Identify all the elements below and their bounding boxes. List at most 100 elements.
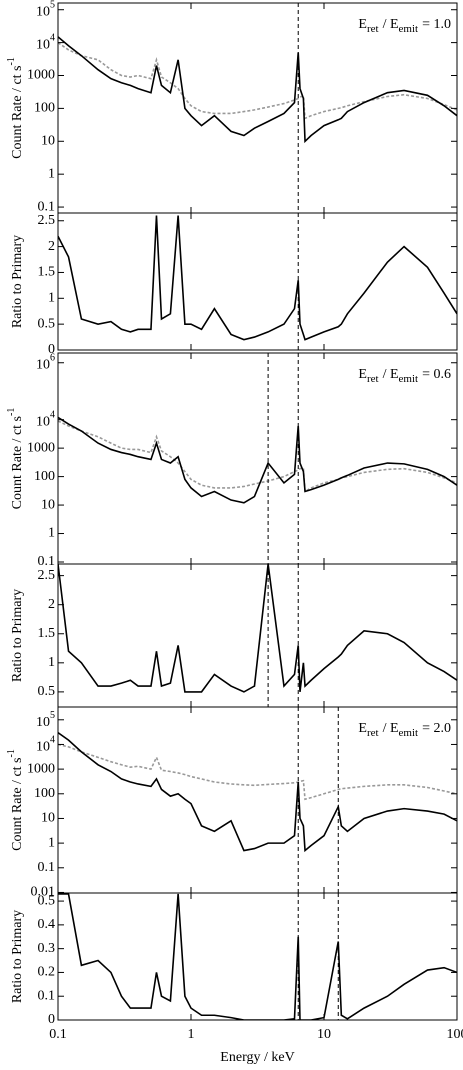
y-tick-label: 105 <box>36 0 55 20</box>
annotation-text: = 2.0 <box>422 721 451 736</box>
y-tick-label: 0.5 <box>38 684 56 699</box>
y-tick-label: 104 <box>36 33 55 53</box>
plot-frame <box>57 892 458 1021</box>
y-tick-label: 1 <box>48 291 55 306</box>
y-tick-label: 1000 <box>27 68 55 83</box>
annotation-text: = 0.6 <box>422 367 451 382</box>
panel <box>58 36 457 144</box>
label-text: Ratio to Primary <box>10 235 25 328</box>
panel <box>58 564 457 693</box>
tick-base: 10 <box>36 715 50 730</box>
tick-base: 10 <box>36 358 50 373</box>
y-tick-label: 0 <box>48 342 55 357</box>
y-tick-label: 0.3 <box>38 941 56 956</box>
annotation-text: / E <box>383 721 399 736</box>
series-line <box>58 732 457 853</box>
y-tick-label: 10 <box>41 497 55 512</box>
y-axis-label: Ratio to Primary <box>10 589 25 682</box>
x-tick-label: 100 <box>447 1027 463 1042</box>
y-tick-label: 10 <box>41 133 55 148</box>
y-tick-label: 2 <box>48 597 55 612</box>
y-tick-label: 2.5 <box>38 213 56 228</box>
y-axis-label: Ratio to Primary <box>10 235 25 328</box>
tick-exp: 4 <box>50 33 55 44</box>
y-tick-label: 2.5 <box>38 568 56 583</box>
annotation-sub: ret <box>367 373 379 385</box>
plot-frame <box>57 352 458 565</box>
y-tick-label: 1.5 <box>38 265 56 280</box>
tick-base: 10 <box>36 38 50 53</box>
series-line <box>58 564 457 693</box>
plot-frame <box>57 2 458 214</box>
y-tick-label: 1 <box>48 526 55 541</box>
annotation-text: E <box>358 721 367 736</box>
label-text: Ratio to Primary <box>10 589 25 682</box>
annotation-sub: emit <box>399 373 419 385</box>
x-tick-label: 1 <box>188 1027 195 1042</box>
tick-exp: 6 <box>50 353 55 364</box>
panel <box>58 732 457 853</box>
annotation-text: = 1.0 <box>422 17 451 32</box>
label-text: Count Rate / ct s <box>10 66 25 159</box>
y-tick-label: 1 <box>48 655 55 670</box>
x-axis-label: Energy / keV <box>220 1050 294 1065</box>
tick-base: 10 <box>36 5 50 20</box>
annotation-text: / E <box>383 17 399 32</box>
y-tick-label: 1.5 <box>38 626 56 641</box>
annotation-text: E <box>358 17 367 32</box>
y-tick-label: 0.4 <box>38 917 56 932</box>
y-tick-label: 2 <box>48 239 55 254</box>
y-tick-label: 104 <box>36 410 55 430</box>
annotation-sub: emit <box>399 23 419 35</box>
series-line <box>58 215 457 341</box>
y-tick-label: 1 <box>48 835 55 850</box>
y-tick-label: 105 <box>36 710 55 730</box>
tick-exp: 4 <box>50 735 55 746</box>
series-line <box>58 743 457 801</box>
y-tick-label: 0.5 <box>38 893 56 908</box>
annotation-sub: emit <box>399 727 419 739</box>
tick-base: 10 <box>36 740 50 755</box>
y-tick-label: 0.1 <box>38 988 56 1003</box>
y-tick-label: 1000 <box>27 440 55 455</box>
panel <box>58 215 457 341</box>
label-sup: -1 <box>6 408 17 416</box>
annotation-text: E <box>358 367 367 382</box>
label-text: Count Rate / ct s <box>10 758 25 851</box>
annotation-sub: ret <box>367 727 379 739</box>
y-axis-label: Count Rate / ct s-1 <box>6 749 25 851</box>
series-line <box>58 420 457 493</box>
y-tick-label: 100 <box>34 101 55 116</box>
y-axis-label: Count Rate / ct s-1 <box>6 57 25 159</box>
x-tick-label: 10 <box>317 1027 331 1042</box>
y-tick-label: 0.1 <box>38 199 56 214</box>
y-tick-label: 0.01 <box>31 885 56 900</box>
annotation: Eret / Eemit = 2.0 <box>358 721 451 738</box>
y-tick-label: 100 <box>34 469 55 484</box>
y-tick-label: 0.5 <box>38 316 56 331</box>
panel <box>58 416 457 504</box>
label-sup: -1 <box>6 57 17 65</box>
y-tick-label: 100 <box>34 786 55 801</box>
plot-frame <box>57 212 458 351</box>
y-tick-label: 0.2 <box>38 965 56 980</box>
label-text: Ratio to Primary <box>10 910 25 1003</box>
label-text: Count Rate / ct s <box>10 416 25 509</box>
y-tick-label: 0.1 <box>38 554 56 569</box>
tick-base: 10 <box>36 415 50 430</box>
panel <box>58 893 457 1020</box>
y-tick-label: 0.1 <box>38 860 56 875</box>
y-tick-label: 104 <box>36 735 55 755</box>
y-tick-label: 1000 <box>27 761 55 776</box>
y-axis-label: Ratio to Primary <box>10 910 25 1003</box>
y-tick-label: 106 <box>36 353 55 373</box>
label-sup: -1 <box>6 749 17 757</box>
annotation-sub: ret <box>367 23 379 35</box>
plot-frame <box>57 563 458 708</box>
y-axis-label: Count Rate / ct s-1 <box>6 408 25 510</box>
tick-exp: 5 <box>50 0 55 11</box>
annotation: Eret / Eemit = 0.6 <box>358 367 451 384</box>
tick-exp: 4 <box>50 410 55 421</box>
tick-exp: 5 <box>50 710 55 721</box>
